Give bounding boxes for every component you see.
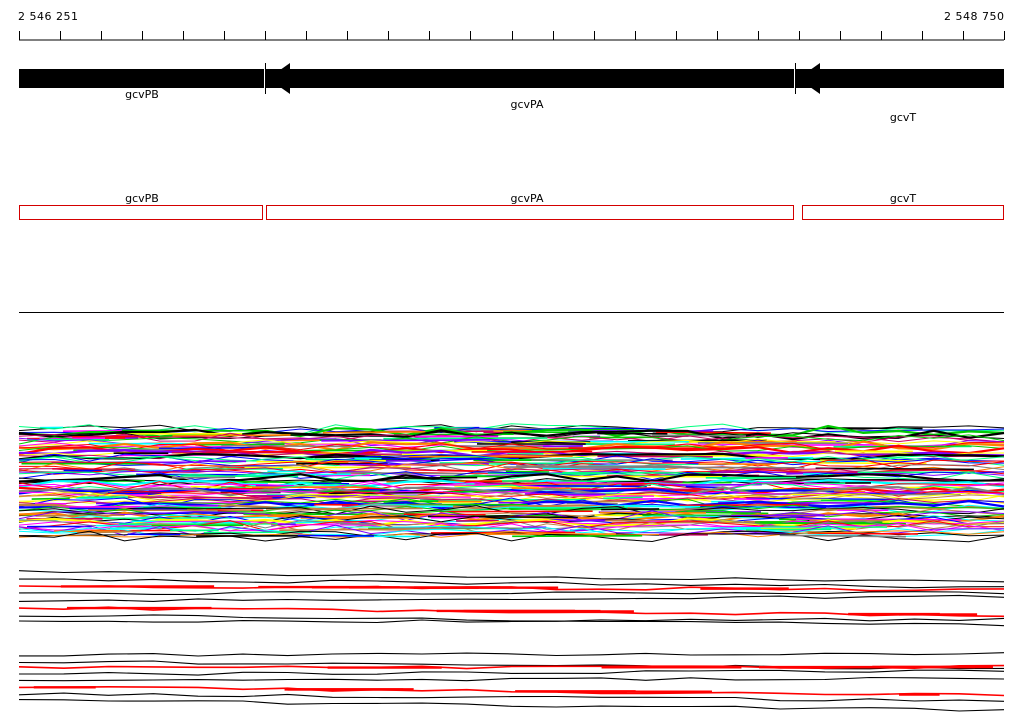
alignment-row: [18, 591, 1005, 596]
alignment-segment: [52, 505, 219, 508]
alignment-panel: [18, 652, 1005, 712]
alignment-segment: [656, 431, 771, 434]
alignment-row: [18, 530, 1005, 538]
gene-strand-arrow: [798, 63, 820, 94]
alignment-segment: [763, 525, 888, 528]
gene-bar: [19, 69, 1004, 88]
alignment-segment: [508, 506, 628, 510]
alignment-segment: [505, 470, 550, 473]
cds-label-gcvPB[interactable]: gcvPB: [125, 192, 159, 205]
alignment-segment: [221, 444, 352, 448]
alignment-segment: [328, 491, 453, 494]
alignment-segment: [542, 445, 583, 448]
alignment-row: [18, 523, 1005, 532]
gene-strand-arrow: [268, 63, 290, 94]
alignment-segment: [603, 496, 643, 500]
cds-label-gcvT[interactable]: gcvT: [889, 192, 917, 205]
alignment-row: [18, 692, 1005, 702]
alignment-row: [18, 614, 1005, 627]
alignment-panel: [18, 476, 1005, 543]
alignment-row: [18, 458, 1005, 467]
alignment-row: [18, 444, 1005, 456]
alignment-row: [18, 578, 1005, 589]
alignment-segment: [297, 534, 374, 537]
alignment-row: [18, 520, 1004, 531]
alignment-row: [18, 460, 1005, 467]
alignment-row: [19, 459, 1005, 472]
alignment-segment: [216, 480, 342, 484]
cds-box[interactable]: [802, 205, 1004, 220]
alignment-row: [19, 652, 1005, 657]
alignment-segment: [35, 502, 67, 505]
alignment-panel: [18, 423, 1005, 484]
alignment-row: [18, 498, 1005, 511]
alignment-row: [18, 530, 1005, 538]
alignment-row: [18, 617, 1005, 624]
gene-label-gcvPA[interactable]: gcvPA: [510, 98, 544, 111]
alignment-segment: [679, 503, 801, 507]
alignment-segment: [685, 485, 721, 489]
alignment-row: [18, 699, 1005, 712]
alignment-segment: [427, 515, 578, 519]
alignment-row: [18, 685, 1005, 697]
alignment-segment: [471, 450, 593, 453]
coordinate-label-right: 2 548 750: [944, 10, 1005, 23]
alignment-segment: [322, 431, 426, 434]
alignment-segment: [271, 496, 316, 499]
alignment-segment: [437, 469, 474, 472]
alignment-row: [18, 530, 1005, 543]
alignment-segment: [171, 476, 236, 479]
alignment-segment: [730, 440, 797, 443]
alignment-row: [18, 473, 1005, 484]
coordinate-label-left: 2 546 251: [18, 10, 79, 23]
alignment-segment: [31, 497, 70, 500]
alignment-segment: [516, 465, 682, 468]
cds-box[interactable]: [19, 205, 263, 220]
alignment-row: [18, 594, 1005, 602]
alignment-segment: [358, 528, 409, 531]
alignment-segment: [77, 530, 141, 534]
alignment-row: [18, 489, 1005, 500]
alignment-segment: [246, 494, 286, 498]
alignment-segment: [521, 484, 647, 488]
alignment-segment: [779, 534, 906, 538]
alignment-segment: [754, 522, 906, 525]
alignment-row: [18, 570, 1005, 583]
alignment-segment: [107, 492, 162, 496]
alignment-row: [18, 669, 1005, 676]
alignment-row: [18, 524, 1005, 536]
alignment-row: [19, 467, 1005, 474]
alignment-segment: [172, 434, 291, 437]
gene-label-gcvPB[interactable]: gcvPB: [125, 88, 159, 101]
alignment-segment: [627, 439, 767, 442]
cds-label-gcvPA[interactable]: gcvPA: [510, 192, 544, 205]
alignment-segment: [807, 532, 918, 535]
alignment-segment: [131, 520, 251, 524]
alignment-segment: [454, 485, 540, 488]
alignment-row: [18, 431, 1005, 440]
alignment-row: [18, 423, 1005, 435]
alignment-segment: [652, 434, 747, 437]
alignment-segment: [594, 514, 651, 517]
alignment-segment: [815, 467, 974, 471]
alignment-segment: [733, 497, 770, 501]
alignment-segment: [312, 482, 350, 485]
alignment-row: [18, 676, 1005, 682]
alignment-segment: [383, 500, 439, 503]
gene-label-gcvT[interactable]: gcvT: [889, 111, 917, 124]
alignment-segment: [35, 514, 125, 517]
alignment-segment: [621, 483, 651, 487]
alignment-segment: [337, 471, 466, 475]
alignment-row: [18, 480, 1005, 491]
alignment-panel: [18, 570, 1005, 627]
alignment-segment: [127, 496, 273, 499]
cds-box[interactable]: [266, 205, 794, 220]
alignment-segment: [512, 534, 643, 538]
